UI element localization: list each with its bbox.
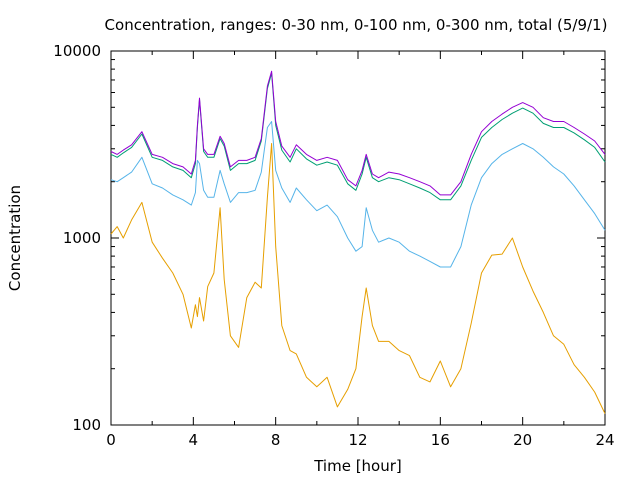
plot-frame <box>110 50 606 426</box>
x-axis: 0 4 8 12 16 20 24 <box>106 51 615 449</box>
y-tick-label: 100 <box>72 416 101 434</box>
x-tick-label: 20 <box>513 431 532 449</box>
series-line-2 <box>110 72 606 201</box>
x-tick-label: 16 <box>431 431 450 449</box>
series-line-3 <box>110 121 606 268</box>
y-axis-label: Concentration <box>6 185 24 291</box>
series-line-1 <box>110 70 606 196</box>
y-tick-label: 10000 <box>53 42 101 60</box>
x-tick-label: 8 <box>271 431 281 449</box>
y-axis: 100 1000 10000 <box>53 42 605 434</box>
x-tick-label: 4 <box>189 431 199 449</box>
chart-title: Concentration, ranges: 0-30 nm, 0-100 nm… <box>105 16 608 34</box>
series-line-4 <box>110 143 606 414</box>
y-tick-label: 1000 <box>63 229 101 247</box>
x-tick-label: 12 <box>348 431 367 449</box>
x-tick-label: 24 <box>595 431 614 449</box>
x-tick-label: 0 <box>106 431 116 449</box>
series-group <box>110 70 606 414</box>
x-axis-label: Time [hour] <box>313 457 402 475</box>
